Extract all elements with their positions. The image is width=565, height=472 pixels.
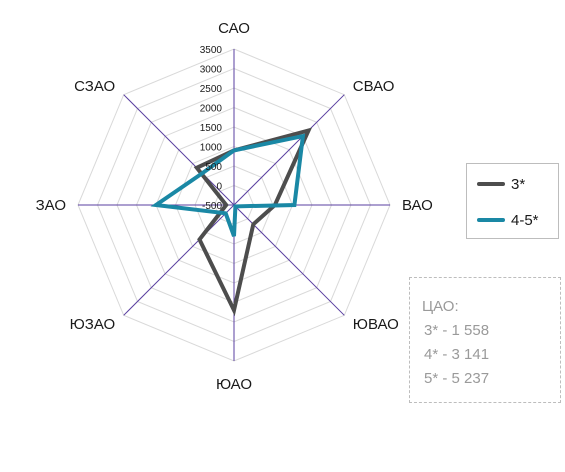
- legend-label-series-2: 4-5*: [511, 211, 539, 229]
- category-label: ВАО: [402, 197, 433, 214]
- category-label: ЗАО: [36, 197, 66, 214]
- legend-item-series-2: 4-5*: [477, 210, 539, 230]
- tick-label: 500: [205, 162, 222, 173]
- note-title: ЦАО:: [422, 298, 459, 315]
- series-line-1: [193, 127, 313, 317]
- category-label: СЗАО: [74, 78, 115, 95]
- series-line-2: [150, 133, 306, 237]
- axis-spoke: [123, 204, 235, 316]
- category-label: СВАО: [353, 78, 395, 95]
- category-label: САО: [218, 20, 250, 37]
- legend-swatch-series-1: [477, 182, 505, 186]
- tick-label: 0: [216, 182, 222, 193]
- category-label: ЮАО: [216, 376, 252, 393]
- note-line-5-star: 5* - 5 237: [424, 370, 490, 387]
- tick-label: 1000: [200, 143, 223, 154]
- tick-label: 3500: [200, 45, 223, 56]
- legend-label-series-1: 3*: [511, 175, 526, 193]
- tick-label: -500: [202, 201, 222, 212]
- category-label: ЮВАО: [353, 316, 399, 333]
- tick-label: 1500: [200, 123, 223, 134]
- tick-label: 2000: [200, 104, 223, 115]
- axis-spoke: [233, 94, 345, 206]
- note-line-3-star: 3* - 1 558: [424, 322, 490, 339]
- tick-label: 3000: [200, 65, 223, 76]
- legend-swatch-series-2: [477, 218, 505, 222]
- tick-label: 2500: [200, 84, 223, 95]
- note-line-4-star: 4* - 3 141: [424, 346, 490, 363]
- legend-item-series-1: 3*: [477, 174, 525, 194]
- category-label: ЮЗАО: [70, 316, 116, 333]
- axis-spoke: [123, 94, 235, 206]
- cao-note: ЦАО: 3* - 1 558 4* - 3 141 5* - 5 237: [409, 277, 561, 403]
- legend: 3* 4-5*: [466, 163, 559, 239]
